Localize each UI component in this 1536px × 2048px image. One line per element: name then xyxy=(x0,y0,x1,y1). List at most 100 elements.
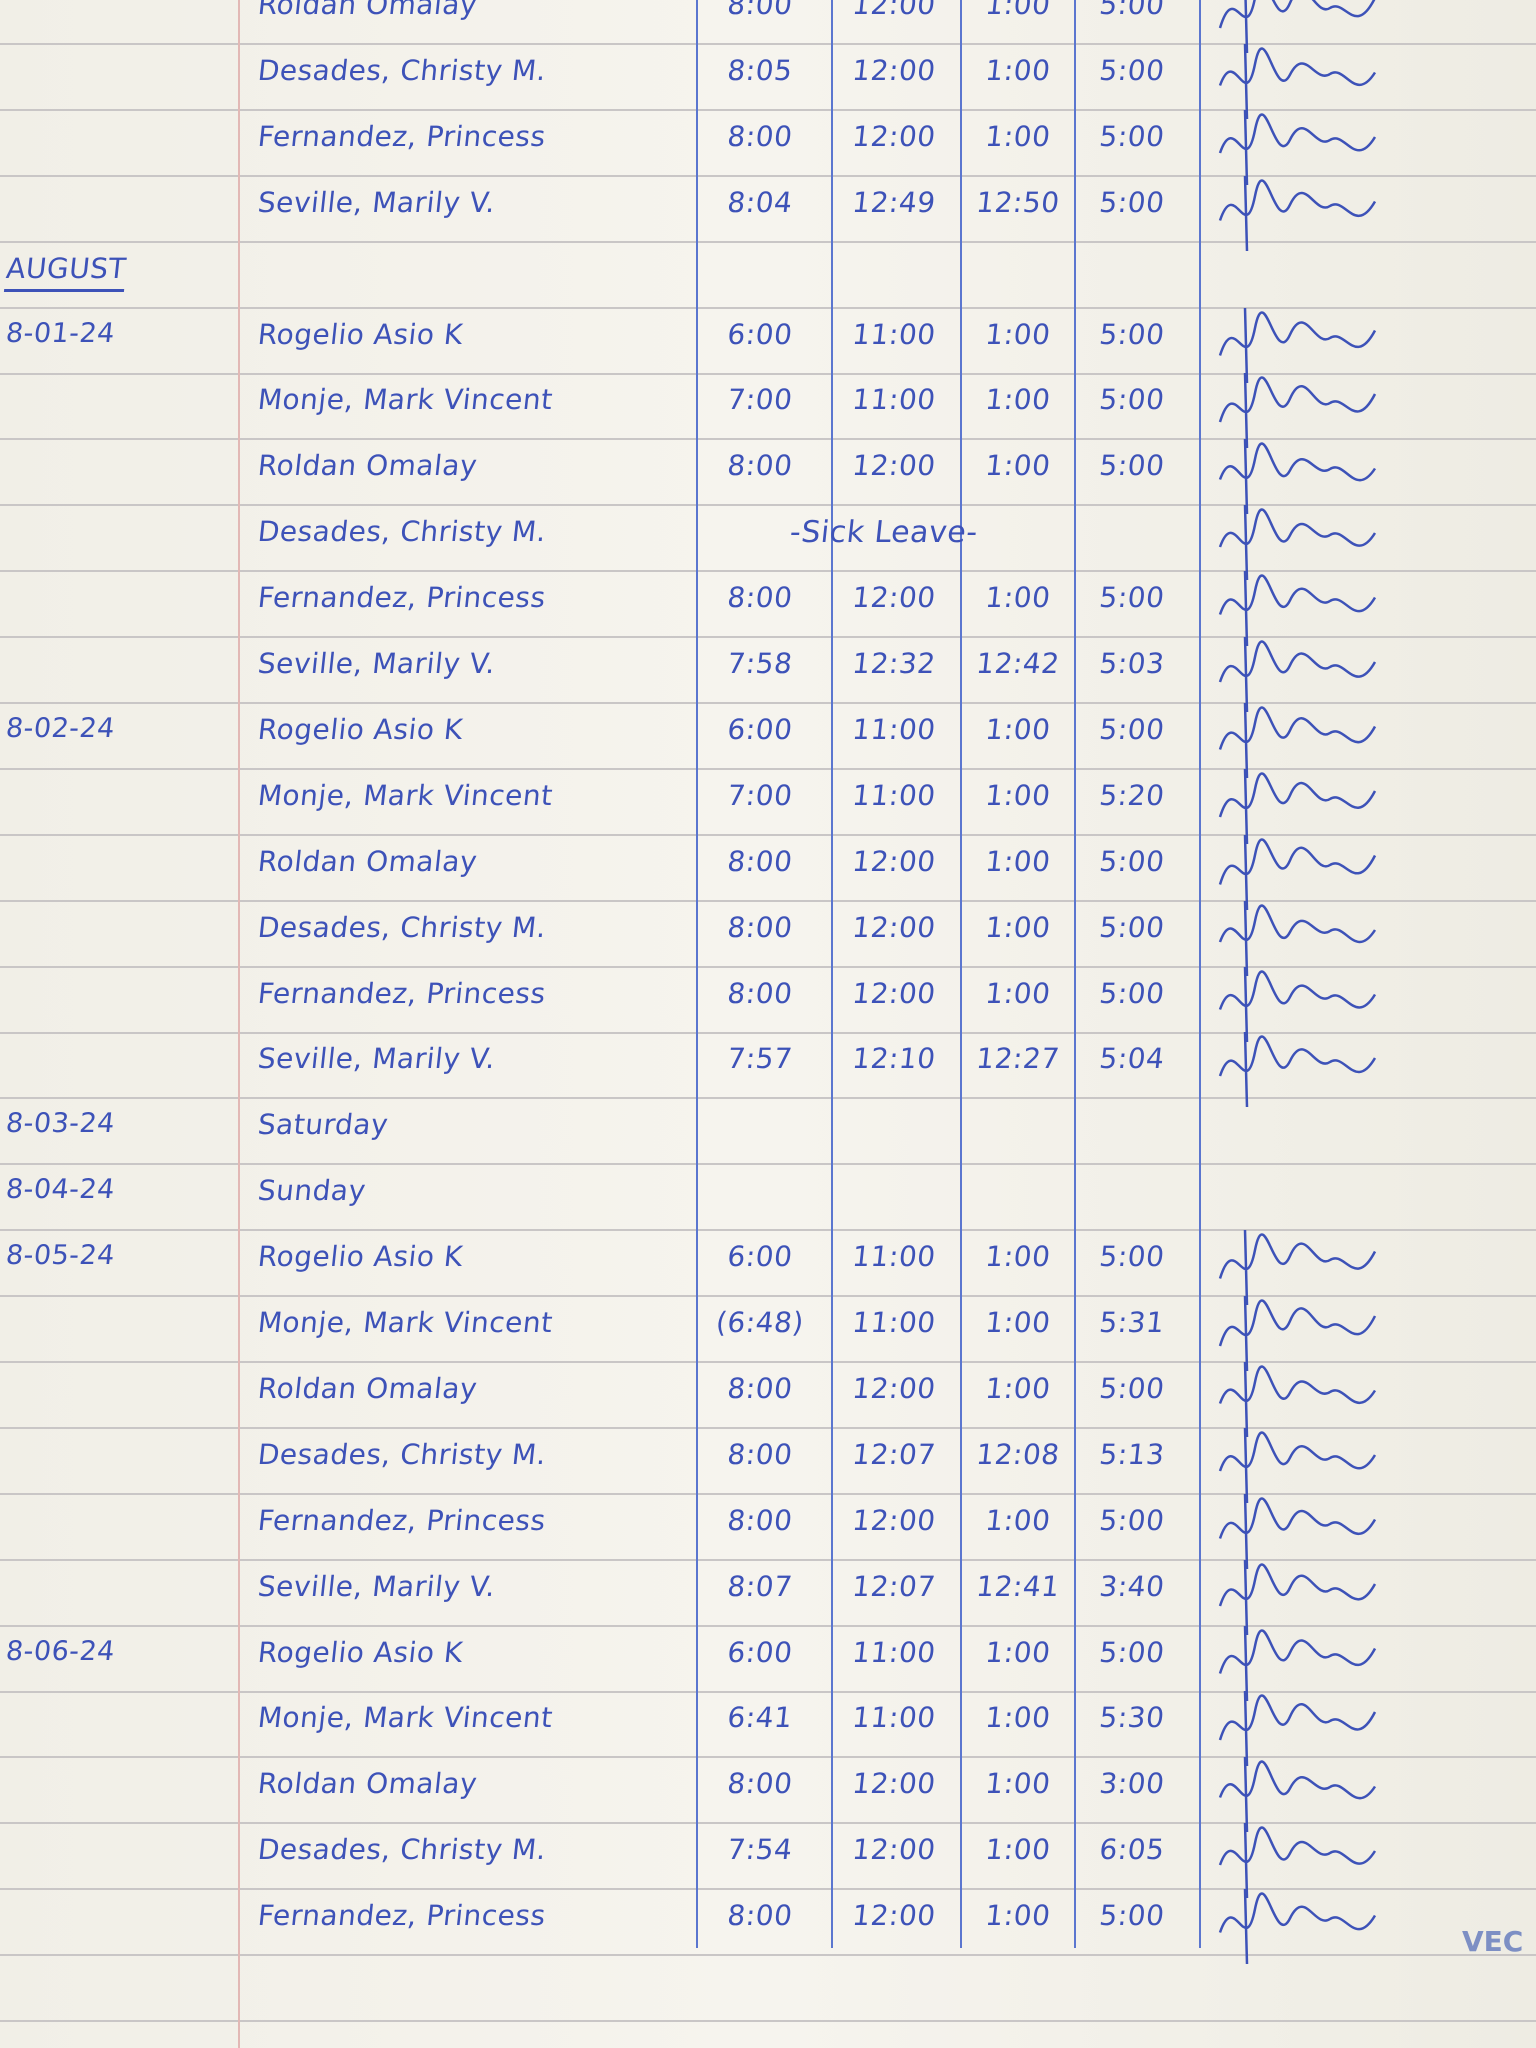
time-in-pm: 12:08 xyxy=(974,1437,1062,1471)
time-in-am: 7:57 xyxy=(725,1042,795,1076)
signature xyxy=(1218,175,1377,251)
column-divider xyxy=(1074,0,1076,1948)
time-in-am: 6:00 xyxy=(725,317,795,351)
ruled-line xyxy=(0,899,1536,902)
ruled-line xyxy=(0,108,1536,111)
time-in-pm: 1:00 xyxy=(983,1240,1053,1274)
time-out-pm: 5:31 xyxy=(1097,1306,1167,1339)
time-in-am: 8:00 xyxy=(725,844,795,878)
signature xyxy=(1218,1691,1377,1767)
ruled-line xyxy=(0,1031,1536,1034)
time-in-am: 6:00 xyxy=(725,712,795,746)
time-out-am: 12:00 xyxy=(850,1767,938,1801)
log-row: Fernandez, Princess 8:00 12:00 1:00 5:00 xyxy=(0,1889,1536,1965)
time-in-pm: 1:00 xyxy=(983,581,1053,615)
signature xyxy=(1218,1559,1377,1635)
signature xyxy=(1218,768,1377,844)
time-out-am: 12:49 xyxy=(850,185,938,219)
name-cell: Fernandez, Princess xyxy=(256,1503,548,1537)
time-in-pm: 1:00 xyxy=(983,910,1053,944)
time-in-am: 8:00 xyxy=(725,1767,795,1801)
log-row: Seville, Marily V. 8:04 12:49 12:50 5:00 xyxy=(0,175,1536,251)
log-row: 8-06-24 Rogelio Asio K 6:00 11:00 1:00 5:00 xyxy=(0,1625,1536,1701)
time-out-am: 12:00 xyxy=(850,449,938,483)
time-in-am: 8:05 xyxy=(725,53,795,87)
time-out-am: 11:00 xyxy=(850,383,938,417)
time-out-am: 11:00 xyxy=(850,1240,938,1274)
date-cell: 8-02-24 xyxy=(4,712,117,744)
ruled-line xyxy=(0,2020,1536,2022)
time-out-pm: 5:00 xyxy=(1097,53,1167,87)
time-out-pm: 5:20 xyxy=(1097,778,1167,812)
time-in-am: 8:00 xyxy=(725,910,795,944)
log-row: Roldan Omalay 8:00 12:00 1:00 5:00 xyxy=(0,1361,1536,1437)
ruled-line xyxy=(0,767,1536,770)
signature xyxy=(1218,373,1377,449)
ruled-line xyxy=(0,1426,1536,1429)
time-out-am: 12:07 xyxy=(850,1437,938,1471)
corner-text: VEC xyxy=(1462,1925,1524,1958)
log-row: Seville, Marily V. 7:57 12:10 12:27 5:04 xyxy=(0,1032,1536,1108)
log-row: Roldan Omalay 8:00 12:00 1:00 5:00 xyxy=(0,0,1536,54)
ruled-line xyxy=(0,1888,1536,1891)
remark-cell: -Sick Leave- xyxy=(788,515,980,551)
time-in-am: 8:00 xyxy=(725,1503,795,1537)
time-in-pm: 1:00 xyxy=(983,1701,1053,1735)
ruled-line xyxy=(0,702,1536,704)
time-out-am: 11:00 xyxy=(850,1306,938,1339)
time-out-am: 11:00 xyxy=(850,778,938,812)
time-in-am: 8:00 xyxy=(725,119,795,153)
ruled-line xyxy=(0,1954,1536,1957)
time-out-am: 12:00 xyxy=(850,0,938,21)
ruled-line xyxy=(0,1492,1536,1495)
time-out-am: 12:00 xyxy=(850,119,938,153)
time-out-am: 12:00 xyxy=(850,1899,938,1933)
time-in-pm: 1:00 xyxy=(983,383,1053,417)
time-out-am: 11:00 xyxy=(850,712,938,746)
name-cell: Fernandez, Princess xyxy=(256,1899,548,1933)
time-out-am: 12:00 xyxy=(850,910,938,944)
time-in-am: 8:00 xyxy=(725,0,795,21)
signature xyxy=(1218,1823,1377,1899)
time-out-pm: 5:00 xyxy=(1097,581,1167,615)
time-in-pm: 1:00 xyxy=(983,449,1053,483)
date-cell: 8-06-24 xyxy=(4,1635,117,1667)
time-in-am: 7:54 xyxy=(725,1833,795,1867)
time-out-pm: 5:00 xyxy=(1097,844,1167,878)
ruled-line xyxy=(0,570,1536,573)
time-out-pm: 5:00 xyxy=(1097,185,1167,219)
log-row: Monje, Mark Vincent 6:41 11:00 1:00 5:30 xyxy=(0,1691,1536,1767)
ruled-line xyxy=(0,1624,1536,1627)
time-in-pm: 1:00 xyxy=(983,317,1053,351)
log-row: Fernandez, Princess 8:00 12:00 1:00 5:00 xyxy=(0,571,1536,647)
ruled-line xyxy=(0,372,1536,375)
name-cell: Desades, Christy M. xyxy=(256,1437,548,1471)
log-row: Seville, Marily V. 7:58 12:32 12:42 5:03 xyxy=(0,636,1536,713)
ruled-line xyxy=(0,1229,1536,1232)
log-row: Roldan Omalay 8:00 12:00 1:00 3:00 xyxy=(0,1757,1536,1833)
date-cell: 8-03-24 xyxy=(4,1108,117,1140)
time-in-pm: 1:00 xyxy=(983,53,1053,87)
time-out-am: 12:10 xyxy=(850,1042,938,1076)
time-in-am: 8:07 xyxy=(725,1569,795,1603)
time-in-am: 8:00 xyxy=(725,581,795,615)
ruled-line xyxy=(0,1163,1536,1166)
time-in-am: 8:00 xyxy=(725,976,795,1010)
time-in-pm: 12:41 xyxy=(974,1569,1062,1603)
time-in-pm: 1:00 xyxy=(983,712,1053,746)
time-out-pm: 5:00 xyxy=(1097,449,1167,483)
ruled-line xyxy=(0,1361,1536,1363)
date-cell: 8-04-24 xyxy=(4,1174,117,1206)
time-in-am: 6:00 xyxy=(725,1635,795,1669)
signature xyxy=(1218,1361,1377,1437)
signature xyxy=(1218,900,1377,976)
signature xyxy=(1218,109,1377,185)
time-out-pm: 5:00 xyxy=(1097,383,1167,417)
time-out-pm: 3:40 xyxy=(1097,1569,1167,1603)
time-out-am: 12:00 xyxy=(850,1833,938,1867)
time-out-am: 12:00 xyxy=(850,581,938,615)
log-row: Monje, Mark Vincent 7:00 11:00 1:00 5:00 xyxy=(0,373,1536,449)
signature xyxy=(1218,1889,1377,1965)
time-in-pm: 1:00 xyxy=(983,1503,1053,1537)
time-out-pm: 5:00 xyxy=(1097,1371,1167,1405)
